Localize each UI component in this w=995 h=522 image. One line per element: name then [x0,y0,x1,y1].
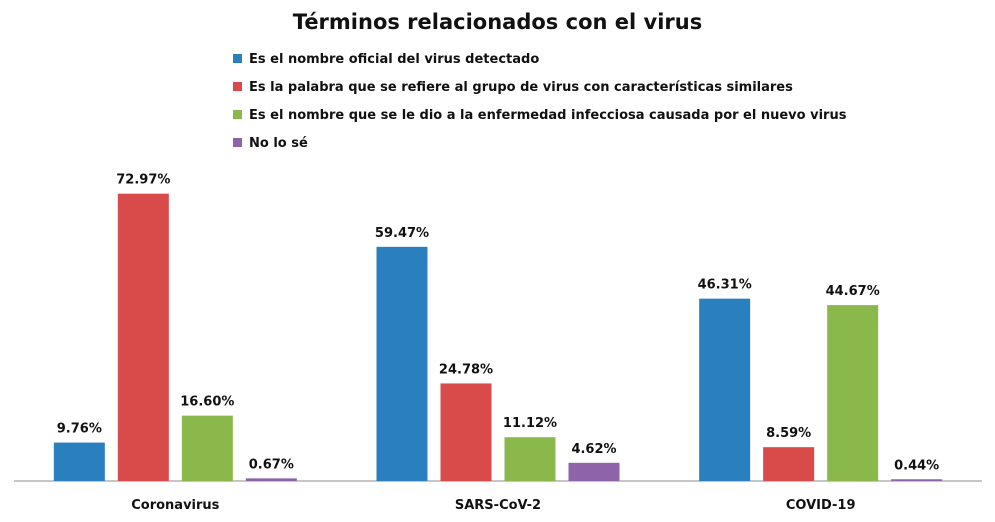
x-tick-label: COVID-19 [786,498,856,513]
data-label: 24.78% [439,362,493,377]
bar [891,479,943,481]
x-tick-label: Coronavirus [131,498,219,513]
legend-label: Es el nombre oficial del virus detectado [249,52,539,67]
data-label: 46.31% [698,278,752,293]
data-label: 8.59% [766,426,811,441]
data-label: 72.97% [116,173,170,188]
data-label: 59.47% [375,226,429,241]
bar [763,447,815,481]
data-label: 9.76% [57,422,102,437]
data-label: 44.67% [826,284,880,299]
bar [568,462,620,481]
legend-swatch [233,138,242,147]
bar [181,415,233,481]
data-label: 0.67% [249,457,294,472]
bar [827,305,879,481]
bar [376,246,428,481]
bar [117,193,169,482]
legend-label: Es el nombre que se le dio a la enfermed… [249,108,847,123]
legend-swatch [233,110,242,119]
legend-label: No lo sé [249,136,308,151]
bar [699,298,751,481]
bar [504,437,556,481]
data-label: 11.12% [503,416,557,431]
data-label: 0.44% [894,458,939,473]
data-label: 4.62% [571,442,616,457]
legend-label: Es la palabra que se refiere al grupo de… [249,80,793,95]
legend-swatch [233,54,242,63]
bar [53,442,105,481]
chart-title: Términos relacionados con el virus [292,10,703,34]
bar [440,383,492,481]
data-label: 16.60% [180,395,234,410]
x-tick-label: SARS-CoV-2 [455,498,541,513]
bar [245,478,297,481]
legend-swatch [233,82,242,91]
